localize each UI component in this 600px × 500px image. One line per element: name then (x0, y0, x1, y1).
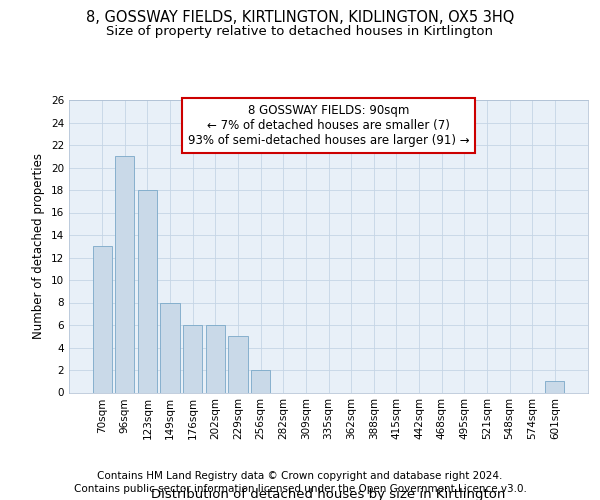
Text: 8 GOSSWAY FIELDS: 90sqm
← 7% of detached houses are smaller (7)
93% of semi-deta: 8 GOSSWAY FIELDS: 90sqm ← 7% of detached… (188, 104, 469, 148)
Text: 8, GOSSWAY FIELDS, KIRTLINGTON, KIDLINGTON, OX5 3HQ: 8, GOSSWAY FIELDS, KIRTLINGTON, KIDLINGT… (86, 10, 514, 25)
Bar (138, 190, 157, 392)
Bar (115, 156, 134, 392)
Bar (183, 325, 202, 392)
Text: Contains HM Land Registry data © Crown copyright and database right 2024.: Contains HM Land Registry data © Crown c… (97, 471, 503, 481)
Bar (206, 325, 225, 392)
Bar (229, 336, 248, 392)
Text: Size of property relative to detached houses in Kirtlington: Size of property relative to detached ho… (107, 24, 493, 38)
X-axis label: Distribution of detached houses by size in Kirtlington: Distribution of detached houses by size … (151, 488, 506, 500)
Bar (545, 381, 565, 392)
Y-axis label: Number of detached properties: Number of detached properties (32, 153, 46, 340)
Bar (92, 246, 112, 392)
Text: Contains public sector information licensed under the Open Government Licence v3: Contains public sector information licen… (74, 484, 526, 494)
Bar (160, 302, 180, 392)
Bar (251, 370, 270, 392)
